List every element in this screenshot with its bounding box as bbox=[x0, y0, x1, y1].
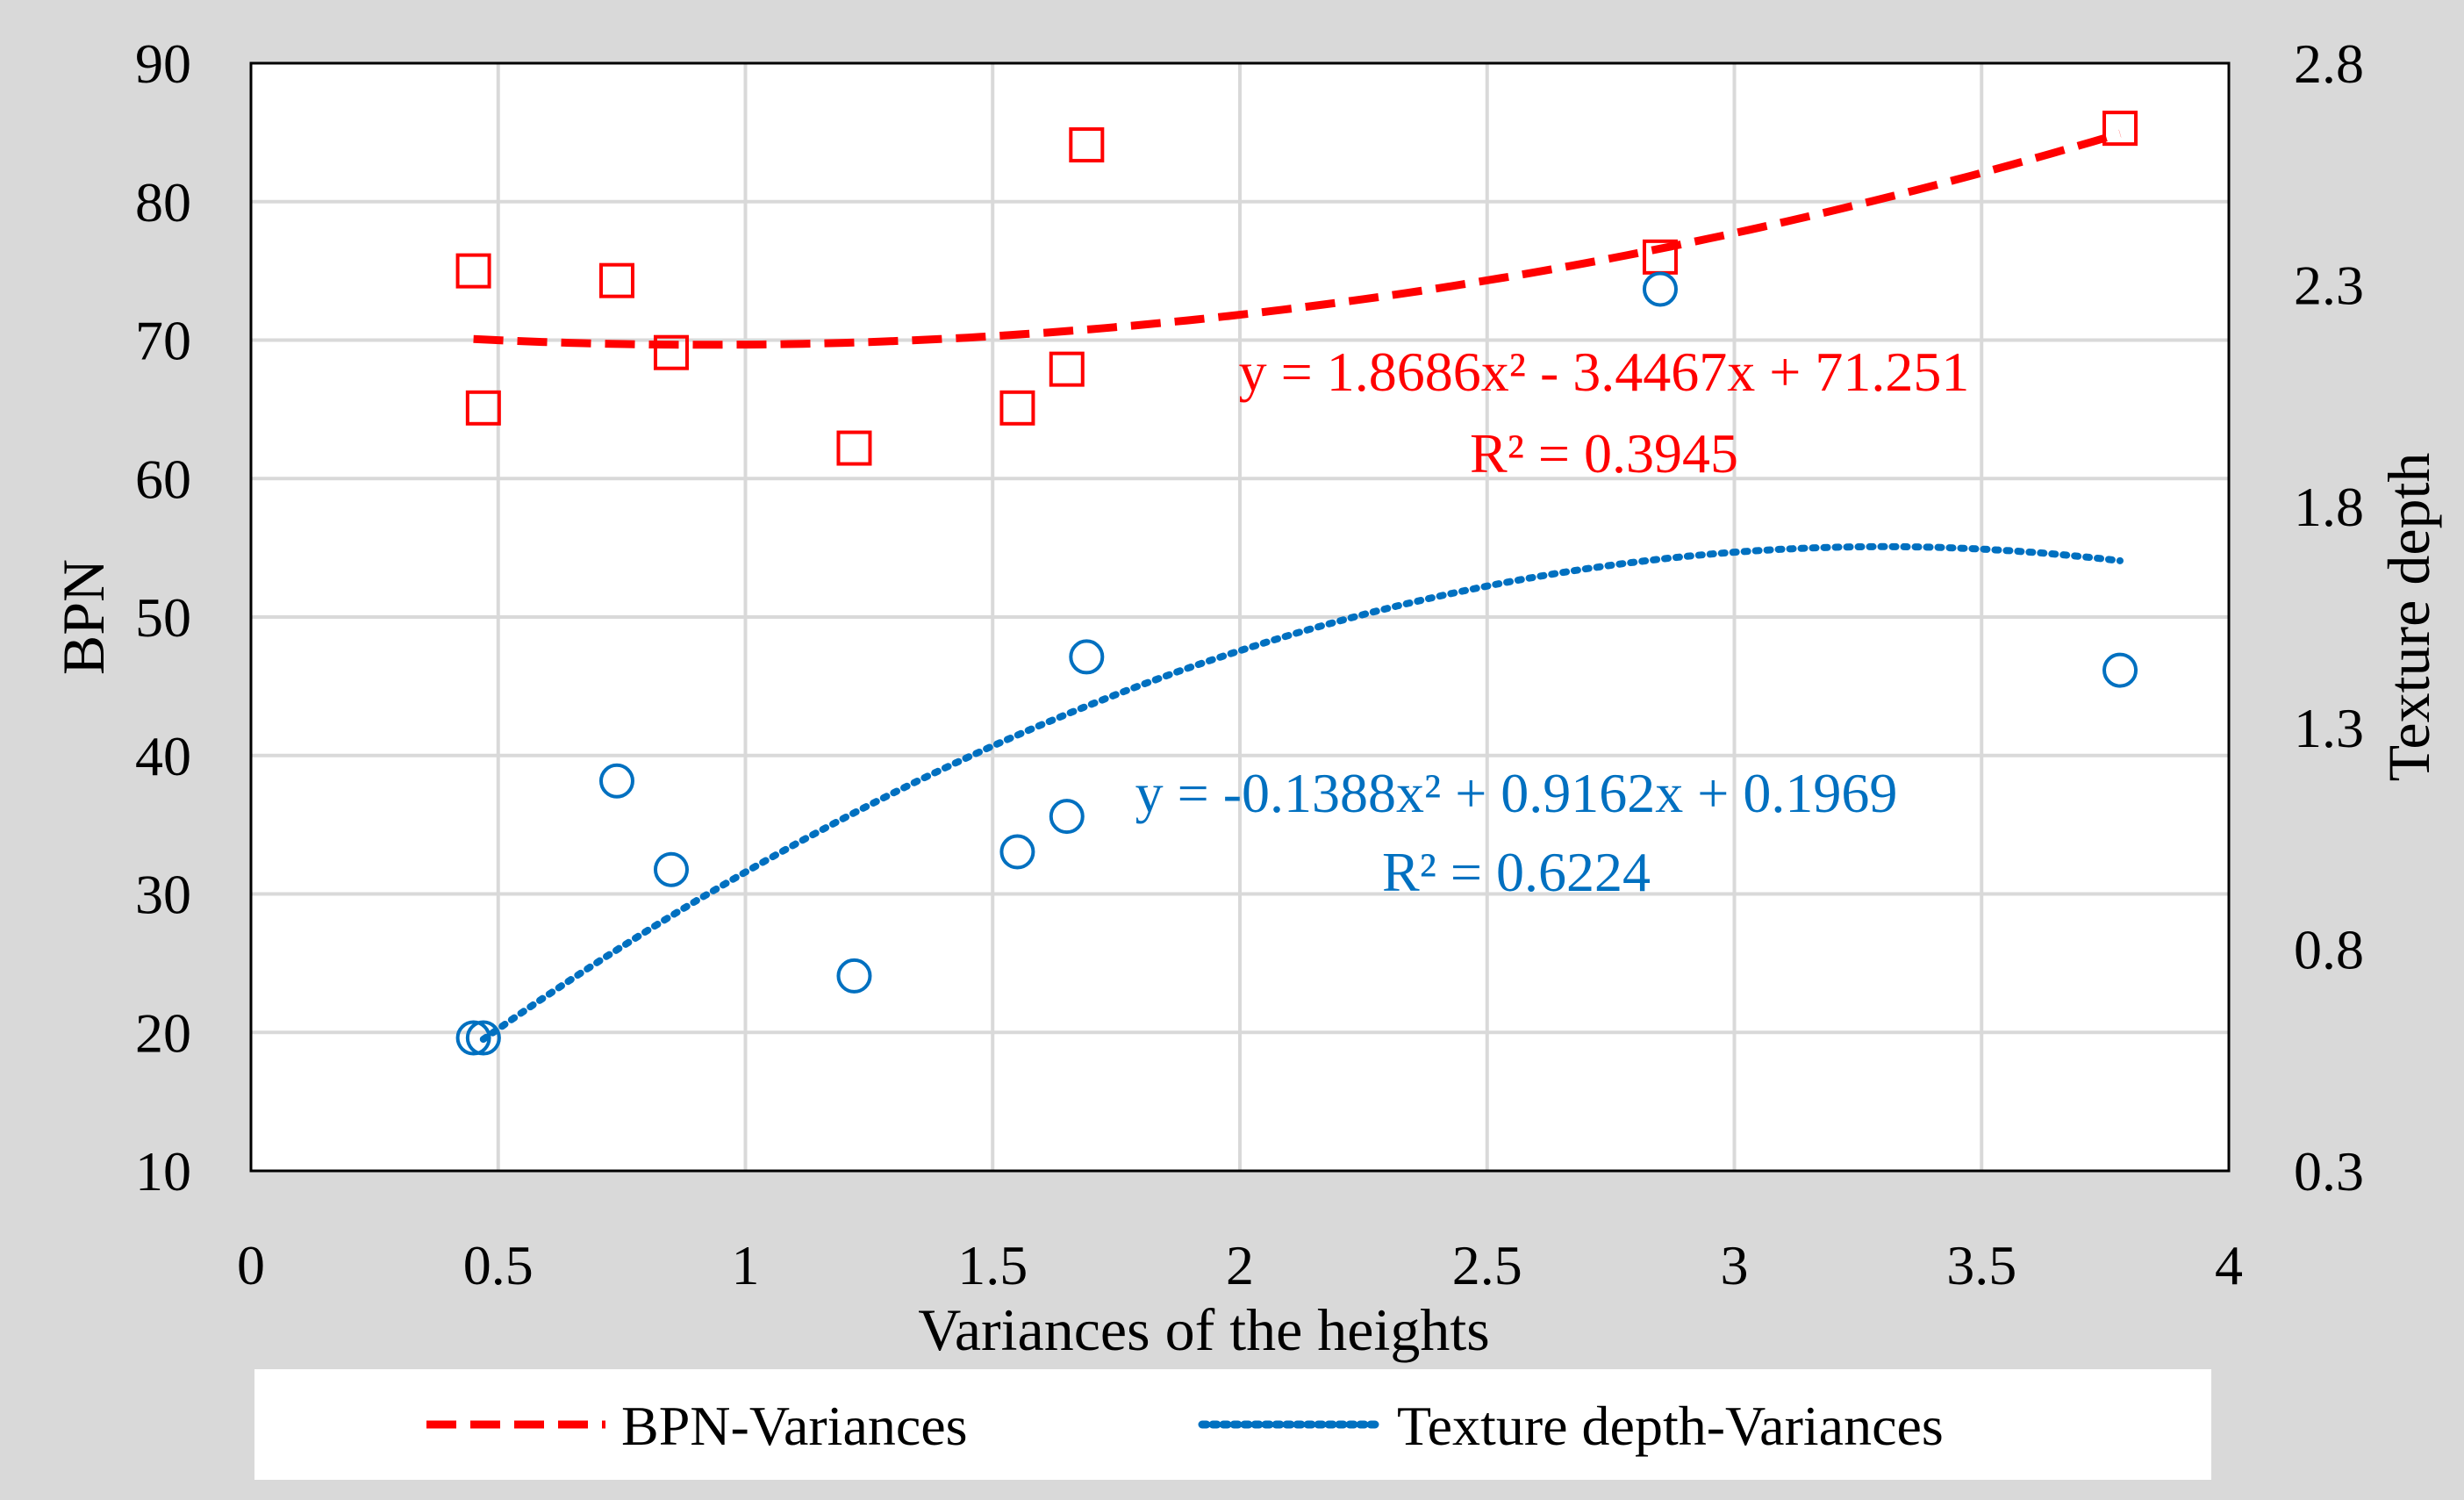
bpn-trendline bbox=[473, 129, 2122, 349]
trendlines bbox=[473, 129, 2124, 1044]
texture-depth-point bbox=[1069, 639, 1105, 675]
data-markers bbox=[455, 111, 2138, 1056]
x-axis-label: Variances of the heights bbox=[918, 1296, 1489, 1363]
texture-depth-point bbox=[598, 763, 634, 799]
y-right-tick-label: 1.8 bbox=[2294, 476, 2364, 538]
y-left-tick-label: 30 bbox=[135, 864, 191, 926]
y-left-axis-label: BPN bbox=[50, 559, 117, 675]
x-tick-label: 2.5 bbox=[1452, 1234, 1522, 1296]
y-right-tick-label: 2.3 bbox=[2294, 254, 2364, 316]
legend-texture-label: Texture depth-Variances bbox=[1397, 1395, 1944, 1457]
y-left-tick-label: 70 bbox=[135, 310, 191, 372]
y-left-tick-label: 60 bbox=[135, 448, 191, 510]
texture-depth-point bbox=[1642, 271, 1678, 307]
texture-depth-point bbox=[465, 1020, 501, 1056]
bpn-point bbox=[2102, 111, 2138, 147]
texture-depth-point bbox=[2102, 652, 2138, 688]
x-tick-label: 2 bbox=[1226, 1234, 1254, 1296]
y-left-tick-label: 40 bbox=[135, 725, 191, 787]
x-tick-label: 4 bbox=[2215, 1234, 2243, 1296]
texture-depth-point bbox=[999, 834, 1035, 870]
bpn-point bbox=[455, 253, 491, 289]
bpn-point bbox=[653, 334, 689, 370]
bpn-point bbox=[836, 430, 872, 466]
bpn-point bbox=[465, 390, 501, 426]
texture-depth-point bbox=[653, 851, 689, 887]
legend-bpn-label: BPN-Variances bbox=[621, 1395, 968, 1457]
y-right-axis-label: Texture depth bbox=[2375, 453, 2442, 782]
texture-trend-r2: R² = 0.6224 bbox=[1382, 841, 1651, 903]
y-left-tick-label: 20 bbox=[135, 1001, 191, 1064]
x-tick-label: 3.5 bbox=[1946, 1234, 2016, 1296]
x-tick-label: 1.5 bbox=[957, 1234, 1028, 1296]
bpn-point bbox=[1069, 127, 1105, 163]
y-right-tick-label: 0.3 bbox=[2294, 1140, 2364, 1202]
plot-frame bbox=[249, 61, 2231, 1173]
y-right-tick-label: 2.8 bbox=[2294, 32, 2364, 95]
x-tick-label: 0 bbox=[237, 1234, 265, 1296]
texture-depth-point bbox=[455, 1020, 491, 1056]
bpn-point bbox=[598, 262, 634, 298]
bpn-point bbox=[999, 390, 1035, 426]
y-left-tick-label: 10 bbox=[135, 1140, 191, 1202]
texture-depth-point bbox=[1049, 799, 1085, 835]
x-tick-label: 0.5 bbox=[463, 1234, 534, 1296]
y-right-tick-labels: 0.3 0.8 1.3 1.8 2.3 2.8 bbox=[2294, 32, 2364, 1202]
y-left-tick-label: 50 bbox=[135, 586, 191, 649]
texture-depth-point bbox=[836, 958, 872, 994]
y-left-tick-label: 80 bbox=[135, 171, 191, 233]
x-tick-labels: 0 0.5 1 1.5 2 2.5 3 3.5 4 bbox=[237, 1234, 2243, 1296]
bpn-point bbox=[1049, 351, 1085, 387]
y-left-tick-labels: 10 20 30 40 50 60 70 80 90 bbox=[135, 32, 191, 1202]
y-left-tick-label: 90 bbox=[135, 32, 191, 95]
y-right-tick-label: 1.3 bbox=[2294, 697, 2364, 759]
texture-trend-equation: y = -0.1388x² + 0.9162x + 0.1969 bbox=[1135, 762, 1898, 824]
y-right-tick-label: 0.8 bbox=[2294, 919, 2364, 981]
x-tick-label: 3 bbox=[1721, 1234, 1749, 1296]
texture-trendline bbox=[479, 542, 2124, 1044]
bpn-trend-equation: y = 1.8686x² - 3.4467x + 71.251 bbox=[1239, 341, 1970, 403]
bpn-trend-r2: R² = 0.3945 bbox=[1470, 422, 1738, 484]
legend: BPN-Variances Texture depth-Variances bbox=[254, 1369, 2211, 1480]
x-tick-label: 1 bbox=[732, 1234, 760, 1296]
